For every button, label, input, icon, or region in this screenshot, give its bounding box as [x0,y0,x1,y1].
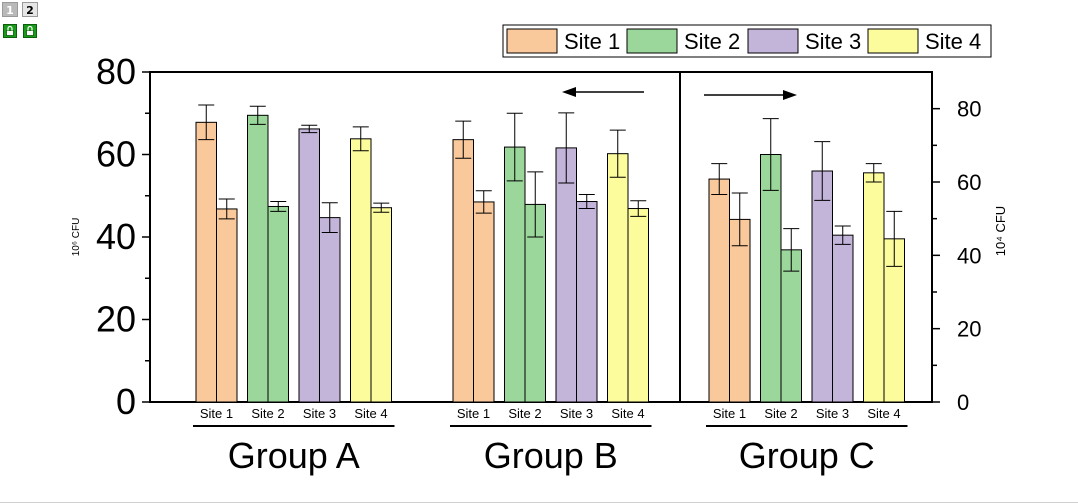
legend-swatch [506,28,558,54]
y-left-axis-label: 10⁶ CFU [71,218,82,257]
arrow-left-head [562,87,576,97]
x-tick-label: Site 3 [303,406,336,421]
bar [607,153,629,403]
page-tab-1[interactable]: 1 [2,2,18,17]
arrow-right-head [783,90,797,100]
bar [760,154,782,403]
bar [267,205,289,403]
y-left-tick-label: 60 [96,134,136,175]
legend-label: Site 1 [564,29,620,54]
bar [298,128,320,403]
legend-label: Site 3 [805,29,861,54]
y-right-tick-label: 40 [957,243,981,268]
bar [247,114,269,403]
legend-swatch [626,28,678,54]
x-tick-label: Site 3 [560,406,593,421]
legend-swatch [747,28,799,54]
x-tick-label: Site 2 [251,406,284,421]
x-tick-label: Site 4 [354,406,387,421]
bar [708,178,730,403]
page-tabs: 1 2 [2,2,42,42]
x-tick-label: Site 2 [764,406,797,421]
x-tick-label: Site 1 [457,406,490,421]
x-tick-label: Site 1 [200,406,233,421]
lock-icon[interactable] [23,24,37,38]
lock-icon[interactable] [3,24,17,38]
bar [832,234,854,403]
legend-label: Site 2 [684,29,740,54]
bar [555,147,577,403]
bar [627,208,649,403]
x-tick-label: Site 2 [508,406,541,421]
y-left-tick-label: 20 [96,299,136,340]
y-right-tick-label: 20 [957,317,981,342]
y-right-tick-label: 0 [957,390,969,415]
bar [319,217,341,403]
y-left-tick-label: 40 [96,216,136,257]
x-tick-label: Site 1 [713,406,746,421]
bar [863,172,885,403]
bar [473,201,495,403]
y-right-tick-label: 60 [957,170,981,195]
y-right-tick-label: 80 [957,97,981,122]
page-tab-2[interactable]: 2 [22,2,38,17]
bar [811,170,833,403]
y-right-axis-label: 10⁴ CFU [993,206,1008,256]
bar [576,201,598,403]
bar [729,218,751,403]
bar [195,121,217,403]
bar [452,139,474,403]
group-label: Group A [228,435,360,476]
y-left-tick-label: 80 [96,51,136,92]
bar [370,207,392,403]
bar [350,138,372,403]
y-left-tick-label: 0 [116,381,136,422]
bar [780,249,802,403]
x-tick-label: Site 4 [867,406,900,421]
legend-label: Site 4 [925,29,981,54]
bar [504,146,526,403]
x-tick-label: Site 3 [816,406,849,421]
bar [216,208,238,403]
x-tick-label: Site 4 [611,406,644,421]
group-label: Group C [739,435,875,476]
group-label: Group B [484,435,618,476]
legend-swatch [867,28,919,54]
